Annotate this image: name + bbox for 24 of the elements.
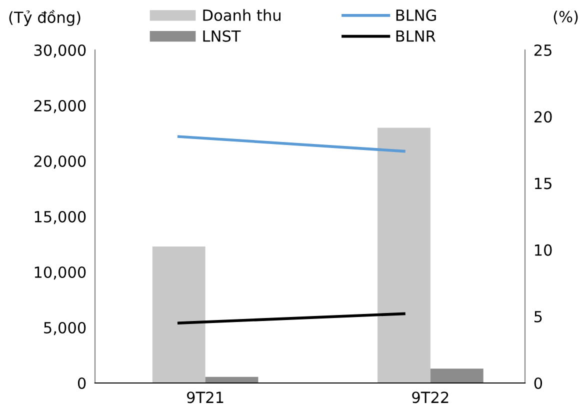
y-tick-label: 0 <box>78 377 86 390</box>
y2-tick-label: 0 <box>534 377 542 390</box>
y2-tick-label: 5 <box>534 311 542 322</box>
bar <box>378 128 430 383</box>
y2-tick-label: 15 <box>535 178 552 190</box>
x-tick-label: 9T21 <box>187 392 224 404</box>
x-tick-label: 9T22 <box>412 392 448 404</box>
y2-axis-title: (%) <box>554 10 578 24</box>
y-tick-label: 25,000 <box>34 100 86 114</box>
y2-tick-label: 10 <box>535 244 552 256</box>
legend-label: LNST <box>203 30 241 42</box>
y-tick-label: 30,000 <box>34 44 86 58</box>
y2-tick-label: 25 <box>534 44 552 56</box>
y-tick-label: 5,000 <box>44 322 86 336</box>
y-tick-label: 20,000 <box>34 155 86 169</box>
y2-tick-label: 20 <box>534 111 552 123</box>
y-axis-title: (Tỷ đồng) <box>9 10 80 26</box>
legend-label: BLNR <box>396 30 436 42</box>
y-tick-label: 15,000 <box>34 210 86 224</box>
y-tick-label: 10,000 <box>34 266 86 280</box>
legend-label: Doanh thu <box>203 9 280 21</box>
bar <box>152 246 206 383</box>
legend-label: BLNG <box>396 9 436 21</box>
bar <box>430 368 484 383</box>
